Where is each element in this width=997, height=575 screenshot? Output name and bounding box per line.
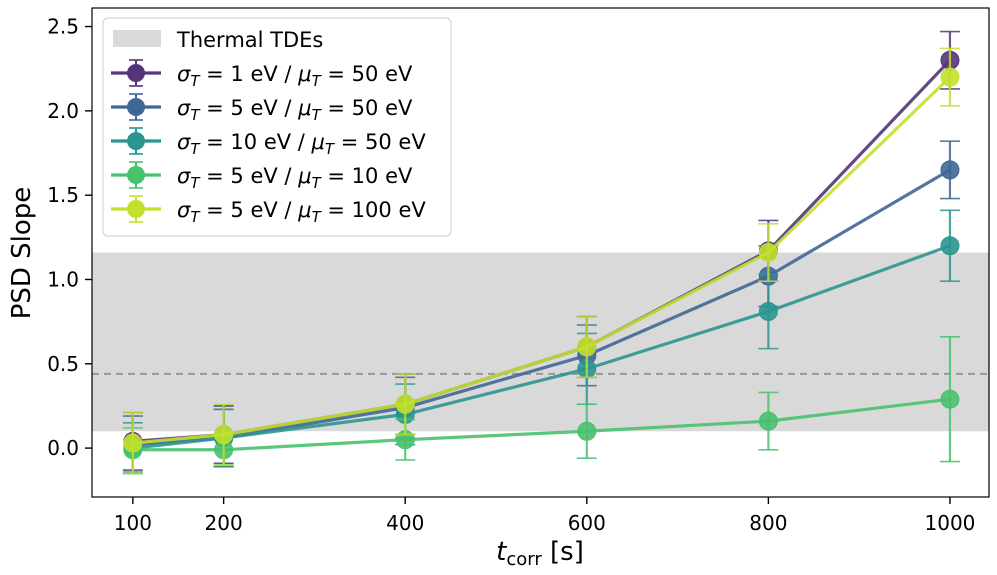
y-tick-label: 0.0 xyxy=(47,436,79,460)
data-point xyxy=(758,411,778,431)
data-point xyxy=(940,160,960,180)
y-tick-label: 2.0 xyxy=(47,99,79,123)
legend-swatch-marker xyxy=(127,98,145,116)
legend-frame xyxy=(102,17,452,237)
legend-label: σT = 1 eV / μT = 50 eV xyxy=(177,62,413,90)
x-tick-label: 200 xyxy=(205,511,243,535)
data-point xyxy=(758,302,778,322)
legend-entry: σT = 5 eV / μT = 50 eV xyxy=(111,93,413,124)
plot-area xyxy=(92,30,989,475)
data-point xyxy=(940,67,960,87)
legend-entry: σT = 1 eV / μT = 50 eV xyxy=(111,59,413,90)
legend-swatch-marker xyxy=(127,166,145,184)
thermal-band xyxy=(92,252,989,432)
data-point xyxy=(577,337,597,357)
legend-label-band: Thermal TDEs xyxy=(176,28,323,52)
legend-band-swatch xyxy=(113,30,161,47)
data-point xyxy=(577,421,597,441)
legend-swatch-marker xyxy=(127,64,145,82)
x-tick-label: 800 xyxy=(749,511,787,535)
series-line xyxy=(132,244,951,450)
x-tick-label: 600 xyxy=(568,511,606,535)
axes: 100 200 400 600 800 1000 0.0 0.5 1.0 1.5 2.0 2.5 xyxy=(47,7,990,535)
series-line xyxy=(132,397,951,452)
legend-swatch-marker xyxy=(127,200,145,218)
y-axis-label: PSD Slope xyxy=(7,187,37,320)
legend-entry: σT = 5 eV / μT = 10 eV xyxy=(111,161,413,192)
y-tick-label: 1.0 xyxy=(47,267,79,291)
legend: Thermal TDEs σT = 1 eV / μT = 50 eV σT = 5… xyxy=(102,17,452,237)
legend-swatch-marker xyxy=(127,132,145,150)
y-tick-label: 0.5 xyxy=(47,352,79,376)
legend-label: σT = 5 eV / μT = 50 eV xyxy=(177,96,413,124)
data-point xyxy=(940,389,960,409)
x-axis-label: tcorr [s] xyxy=(496,537,584,570)
data-point xyxy=(758,243,778,262)
legend-label: σT = 5 eV / μT = 100 eV xyxy=(177,198,426,226)
series-line xyxy=(132,75,952,445)
legend-entry: σT = 5 eV / μT = 100 eV xyxy=(111,195,426,226)
data-point xyxy=(214,425,234,445)
x-axis-label-var: t xyxy=(496,537,507,567)
data-point xyxy=(395,394,415,414)
x-tick-label: 100 xyxy=(114,511,152,535)
x-axis-label-unit: [s] xyxy=(542,537,584,567)
data-point xyxy=(940,236,960,256)
legend-label: σT = 10 eV / μT = 50 eV xyxy=(177,130,426,158)
y-tick-label: 2.5 xyxy=(47,15,79,39)
x-tick-label: 400 xyxy=(386,511,424,535)
axes-frame xyxy=(91,7,990,498)
x-tick-label: 1000 xyxy=(925,511,976,535)
x-axis-label-sub: corr xyxy=(506,549,542,570)
y-tick-label: 1.5 xyxy=(47,183,79,207)
legend-entry: σT = 10 eV / μT = 50 eV xyxy=(111,127,426,158)
legend-label: σT = 5 eV / μT = 10 eV xyxy=(177,164,413,192)
data-point xyxy=(123,433,143,453)
series-5 xyxy=(122,47,960,475)
